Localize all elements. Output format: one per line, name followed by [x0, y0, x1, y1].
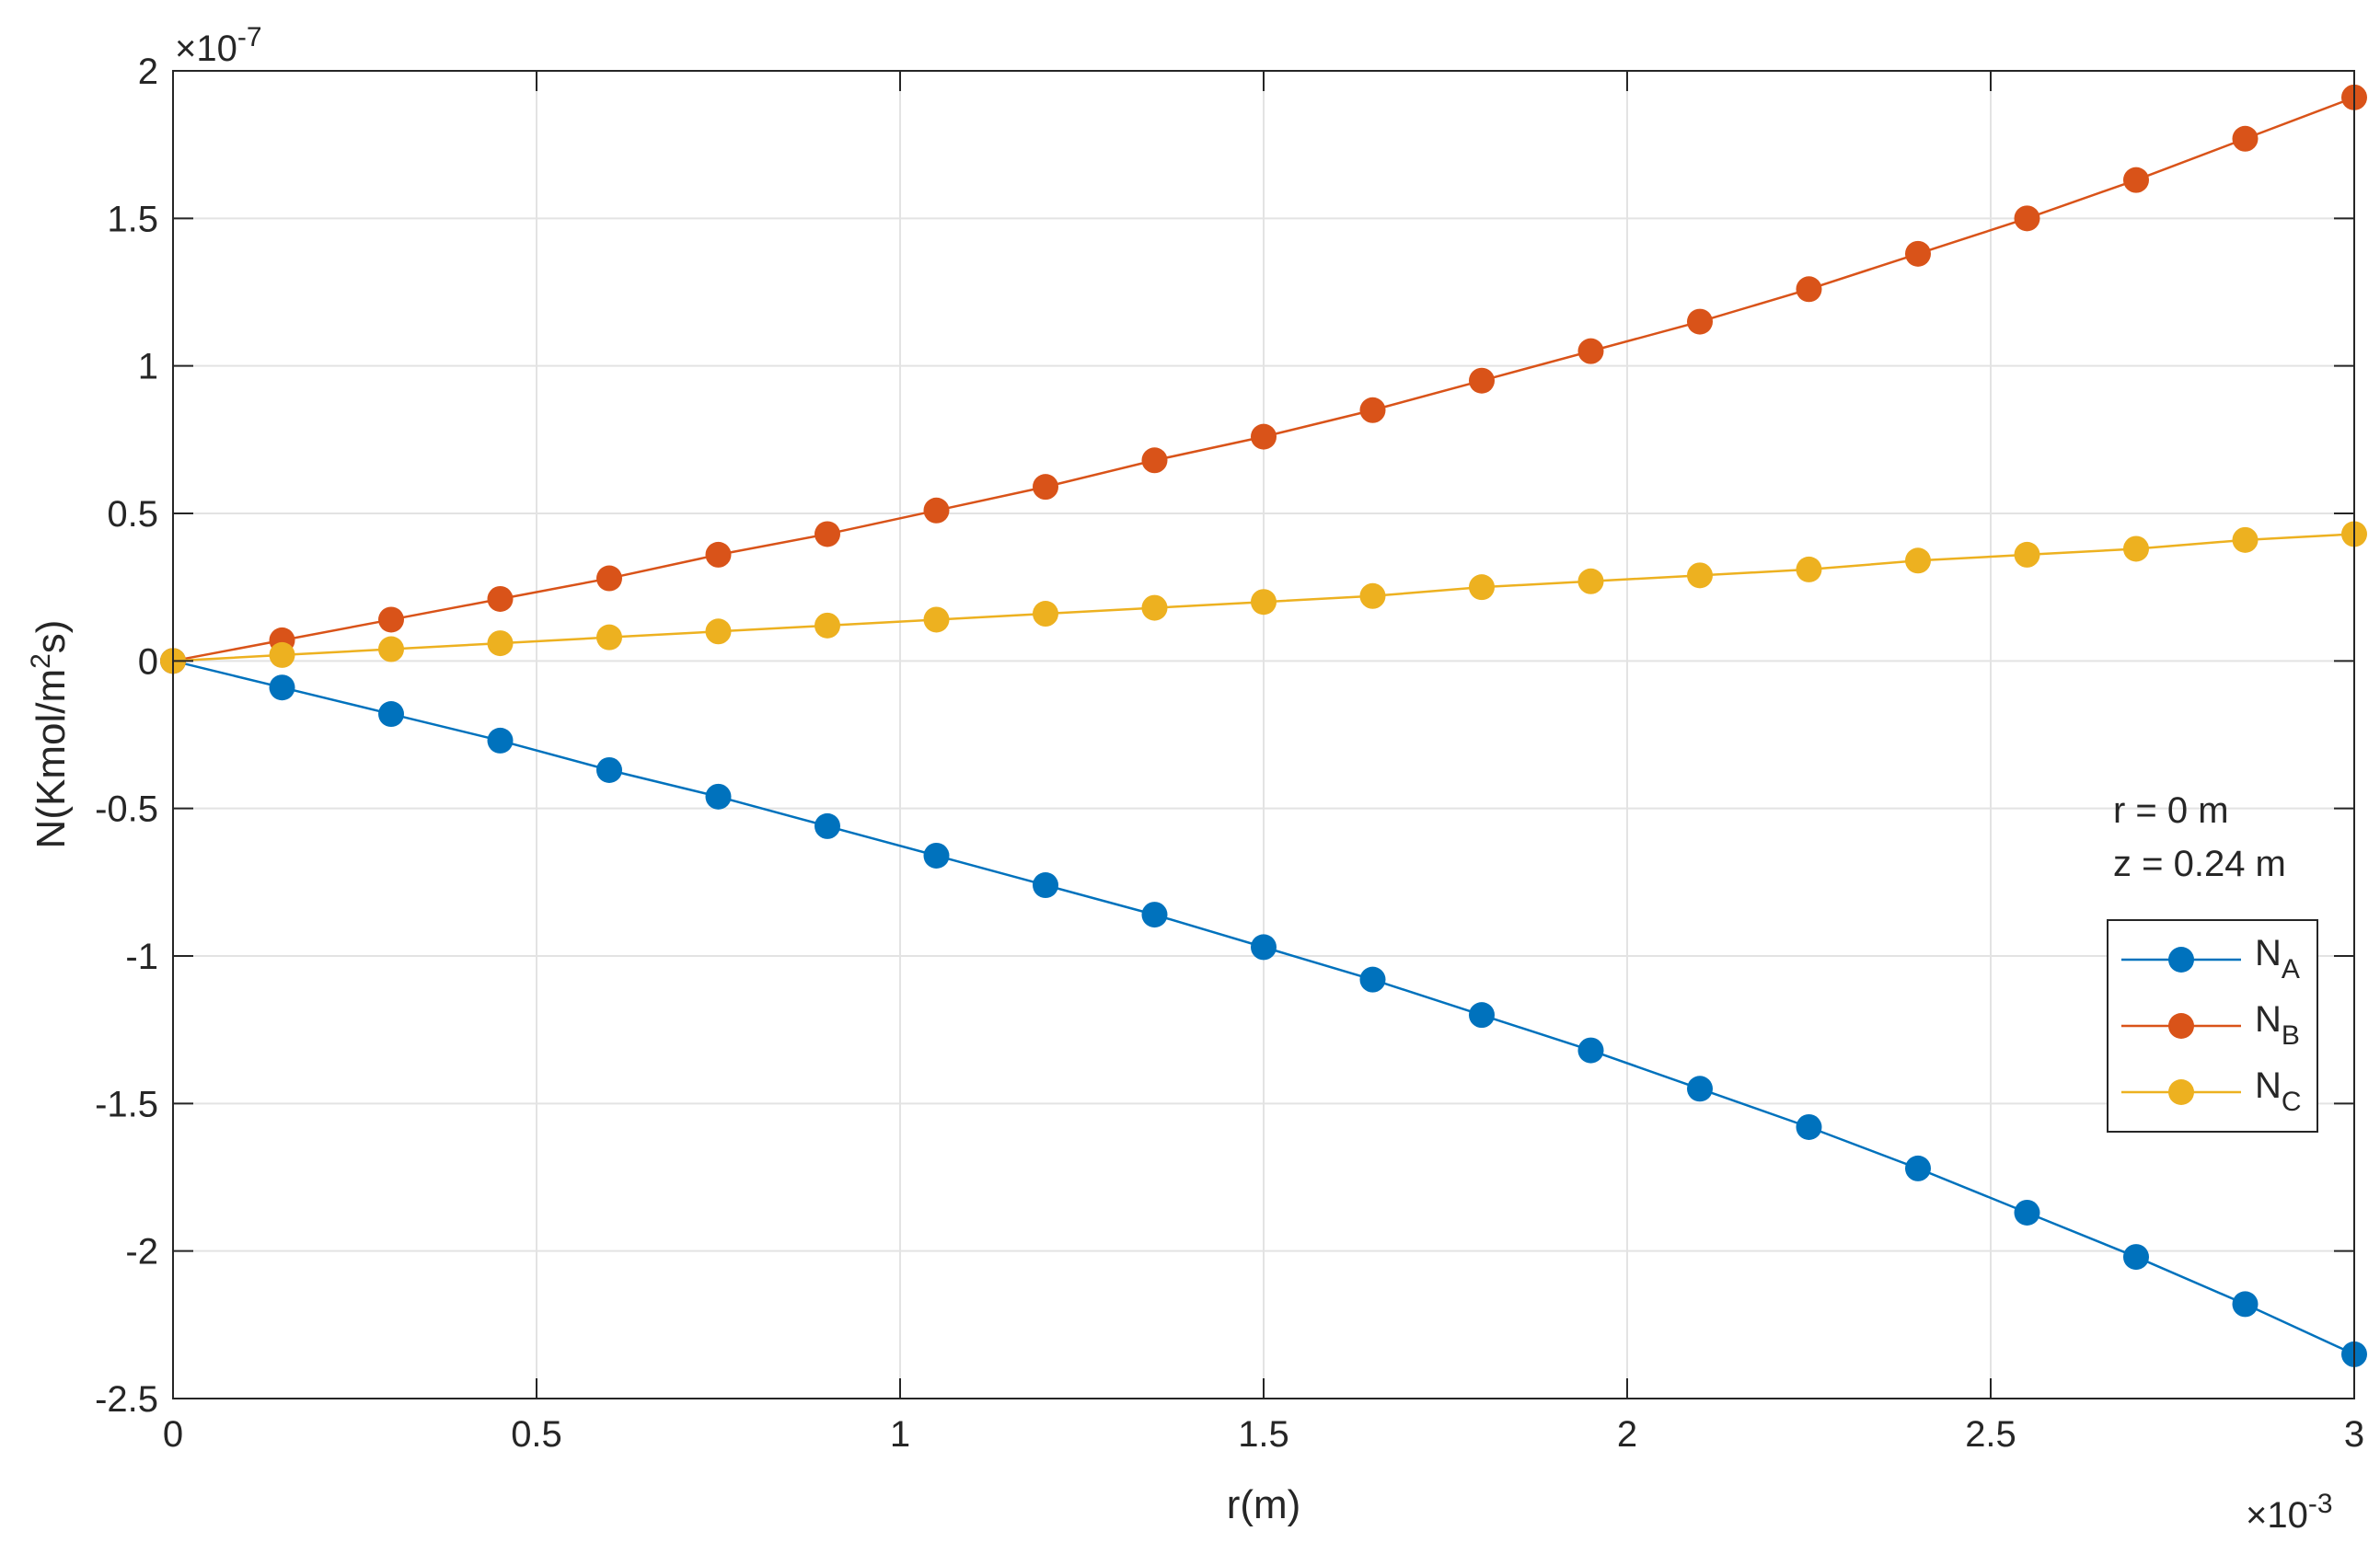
data-point-NA — [487, 727, 514, 754]
data-point-NC — [1469, 574, 1495, 601]
legend-marker-NB — [2168, 1013, 2194, 1039]
data-point-NB — [705, 541, 732, 568]
legend-marker-NA — [2168, 947, 2194, 973]
data-point-NB — [1033, 474, 1058, 501]
data-point-NC — [1251, 589, 1277, 616]
data-point-NC — [1796, 556, 1822, 582]
x-exponent-base: ×10 — [2246, 1495, 2308, 1536]
y-tick-label: -2.5 — [95, 1379, 158, 1420]
y-tick-label: 0 — [138, 641, 158, 682]
legend-label-NB: NB — [2255, 999, 2300, 1051]
y-tick-label: 0.5 — [107, 494, 158, 535]
data-point-NC — [269, 641, 295, 668]
x-tick-label: 1.5 — [1238, 1414, 1289, 1455]
data-point-NC — [923, 606, 950, 633]
data-point-NA — [1033, 872, 1058, 899]
data-point-NA — [2232, 1291, 2259, 1318]
y-axis-label: N(Kmol/m2s) — [26, 620, 74, 849]
y-tick-label: -0.5 — [95, 789, 158, 830]
y-exponent-label: ×10-7 — [175, 22, 262, 69]
data-point-NA — [815, 812, 840, 839]
data-point-NC — [1033, 601, 1058, 628]
data-point-NA — [2123, 1244, 2149, 1271]
data-point-NB — [487, 585, 514, 612]
data-point-NB — [596, 565, 622, 592]
data-point-NB — [2232, 125, 2259, 152]
x-axis-label: r(m) — [1227, 1482, 1301, 1527]
data-point-NA — [596, 756, 622, 783]
x-tick-label: 1 — [890, 1414, 910, 1455]
data-point-NB — [1577, 338, 1604, 364]
x-tick-label: 3 — [2344, 1414, 2364, 1455]
data-point-NC — [2232, 526, 2259, 553]
data-point-NB — [1141, 447, 1168, 474]
data-point-NA — [923, 842, 950, 869]
data-point-NC — [1687, 562, 1713, 589]
y-exponent-base: ×10 — [175, 29, 237, 69]
y-tick-label: 1 — [138, 347, 158, 387]
data-point-NA — [1905, 1155, 1931, 1181]
data-point-NB — [1251, 423, 1277, 450]
data-point-NA — [378, 701, 404, 728]
data-point-NB — [1905, 240, 1931, 267]
y-axis-label-sup: 2 — [26, 653, 56, 669]
x-tick-label: 0 — [163, 1414, 183, 1455]
y-tick-label: -2 — [125, 1232, 158, 1272]
annotation-z: z = 0.24 m — [2113, 844, 2286, 884]
data-point-NB — [2014, 205, 2040, 232]
series-layer — [160, 84, 2367, 1367]
data-point-NC — [1577, 568, 1604, 594]
data-point-NB — [2123, 167, 2149, 193]
y-axis-label-main: N(Kmol/m — [29, 669, 74, 849]
legend: NA NB NC — [2107, 919, 2318, 1133]
data-point-NB — [378, 606, 404, 633]
data-point-NC — [1141, 594, 1168, 621]
data-point-NC — [1359, 582, 1386, 609]
data-point-NA — [269, 674, 295, 701]
legend-marker-NC — [2168, 1079, 2194, 1105]
data-point-NC — [705, 618, 732, 645]
x-exponent-label: ×10-3 — [2246, 1489, 2333, 1536]
data-point-NC — [1905, 547, 1931, 574]
data-point-NB — [815, 521, 840, 547]
x-tick-label: 2.5 — [1965, 1414, 2016, 1455]
data-point-NC — [596, 624, 622, 651]
data-point-NA — [1469, 1002, 1495, 1029]
data-point-NC — [378, 636, 404, 662]
legend-label-NC: NC — [2255, 1065, 2302, 1117]
series-NA — [160, 648, 2367, 1367]
x-exponent-power: -3 — [2308, 1489, 2333, 1519]
data-point-NA — [1796, 1113, 1822, 1140]
data-point-NA — [1577, 1037, 1604, 1064]
data-point-NC — [487, 630, 514, 657]
y-exponent-power: -7 — [237, 22, 262, 52]
y-tick-label: -1 — [125, 937, 158, 977]
data-point-NB — [1687, 308, 1713, 335]
data-point-NA — [2014, 1199, 2040, 1226]
series-NC — [160, 521, 2367, 674]
y-tick-label: -1.5 — [95, 1084, 158, 1124]
y-tick-label: 1.5 — [107, 199, 158, 239]
y-tick-label: 2 — [138, 52, 158, 92]
annotation-r: r = 0 m — [2113, 790, 2229, 831]
data-point-NA — [1687, 1076, 1713, 1102]
data-point-NA — [1141, 902, 1168, 928]
x-tick-label: 0.5 — [511, 1414, 562, 1455]
data-point-NB — [1359, 397, 1386, 423]
data-point-NC — [2123, 535, 2149, 562]
data-point-NA — [1251, 934, 1277, 961]
data-point-NB — [1469, 367, 1495, 394]
data-point-NC — [2014, 541, 2040, 568]
y-axis-label-tail: s) — [29, 620, 74, 654]
data-point-NA — [1359, 966, 1386, 993]
data-point-NB — [923, 497, 950, 524]
legend-label-NA: NA — [2255, 933, 2300, 985]
x-tick-label: 2 — [1617, 1414, 1637, 1455]
ticks: 0 0.5 1 1.5 2 2.5 3 -2.5 -2 -1.5 -1 -0.5 0 0.5 1 1.5 2 — [95, 52, 2364, 1455]
data-point-NB — [1796, 276, 1822, 303]
data-point-NC — [815, 612, 840, 639]
data-point-NA — [705, 783, 732, 810]
